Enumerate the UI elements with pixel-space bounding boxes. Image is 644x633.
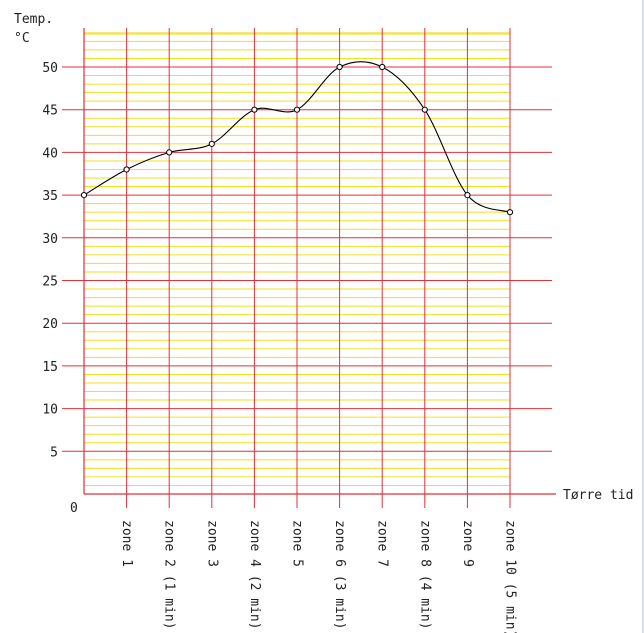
x-tick-label: zone 8 (4 min) — [417, 520, 432, 630]
x-tick-label: zone 9 — [460, 520, 475, 567]
points-layer — [80, 63, 514, 216]
y-tick-label: 25 — [42, 275, 58, 290]
window-edge — [642, 0, 644, 633]
data-point — [208, 140, 215, 147]
x-tick-label: zone 5 — [290, 520, 305, 567]
y-tick-label: 40 — [42, 146, 58, 161]
data-point — [80, 192, 88, 199]
data-point — [464, 192, 471, 199]
data-point — [421, 106, 428, 113]
y-tick-label: 50 — [42, 61, 58, 76]
data-point — [123, 166, 130, 173]
data-point — [379, 63, 386, 71]
data-point — [293, 106, 301, 113]
data-point — [336, 63, 343, 71]
y-axis-title-line1: Temp. — [14, 12, 53, 27]
y-tick-label: 20 — [42, 317, 58, 332]
x-tick-label: zone 4 (2 min) — [247, 520, 262, 630]
y-axis-title-line2: °C — [14, 31, 30, 46]
y-tick-label: 35 — [42, 189, 58, 204]
major-grid — [62, 28, 552, 508]
x-tick-label: zone 2 (1 min) — [162, 520, 177, 630]
x-tick-label: zone 3 — [204, 520, 219, 567]
y-tick-label: 45 — [42, 104, 58, 119]
x-tick-label: zone 10 (5 min) — [503, 520, 518, 633]
y-tick-label: 15 — [42, 360, 58, 375]
data-point — [506, 209, 514, 216]
x-axis-title: Tørre tid — [563, 488, 633, 503]
x-tick-label: zone 1 — [119, 520, 134, 567]
y-tick-label: 5 — [50, 445, 58, 460]
axes — [83, 28, 556, 495]
data-point — [251, 106, 258, 113]
y-tick-label: 30 — [42, 232, 58, 247]
data-point — [166, 149, 173, 156]
x-tick-label: zone 6 (3 min) — [332, 520, 347, 630]
labels-layer: 5 10 15 20 25 30 35 40 45 50 zone 1 zone 2 (1 min) z… — [42, 61, 517, 633]
origin-label: 0 — [70, 501, 78, 516]
y-tick-label: 10 — [42, 403, 58, 418]
x-tick-label: zone 7 — [375, 520, 390, 567]
